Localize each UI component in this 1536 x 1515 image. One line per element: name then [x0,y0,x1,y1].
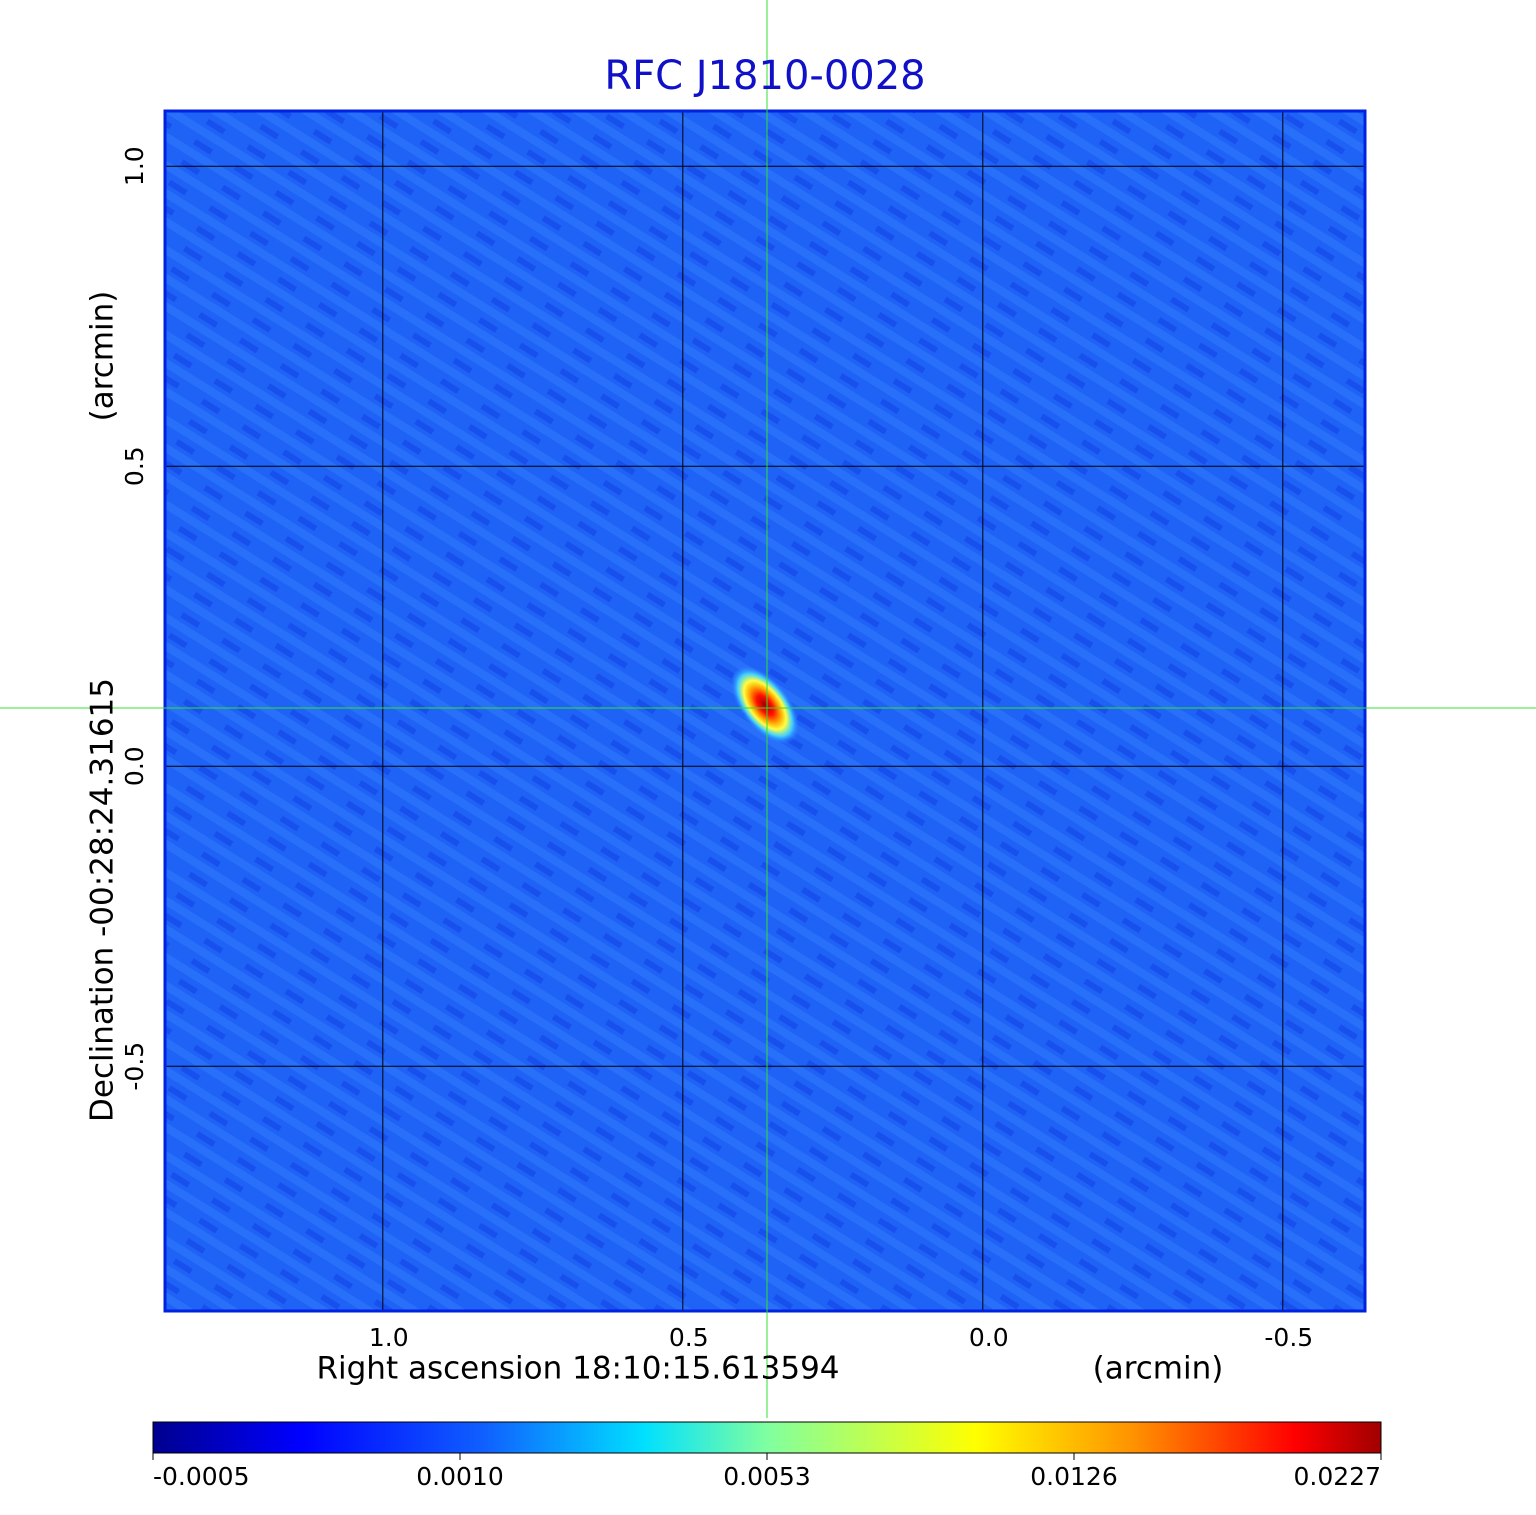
y-tick-label: 1.0 [120,146,149,186]
colorbar-tick-label: 0.0010 [416,1462,503,1491]
y-tick-label: 0.0 [120,746,149,786]
colorbar-tick-label: 0.0227 [1294,1462,1381,1491]
y-tick-label: -0.5 [120,1042,149,1091]
colorbar-tick-label: -0.0005 [153,1462,250,1491]
source-blob [730,665,800,745]
x-tick-label: 0.0 [969,1323,1009,1352]
x-axis-unit: (arcmin) [1093,1351,1224,1387]
y-tick-label: 0.5 [120,446,149,486]
plot-frame [163,109,1367,1313]
y-axis-label: Declination -00:28:24.31615 [85,678,121,1122]
x-axis-label: Right ascension 18:10:15.613594 [316,1351,839,1387]
colorbar [152,1421,1382,1454]
colorbar-tick-label: 0.0053 [723,1462,810,1491]
colorbar-tick-label: 0.0126 [1030,1462,1117,1491]
chart-title: RFC J1810-0028 [604,53,925,99]
x-tick-label: -0.5 [1264,1323,1313,1352]
x-tick-label: 1.0 [369,1323,409,1352]
y-axis-unit: (arcmin) [85,291,121,422]
x-tick-label: 0.5 [669,1323,709,1352]
plot-area [165,111,1365,1311]
